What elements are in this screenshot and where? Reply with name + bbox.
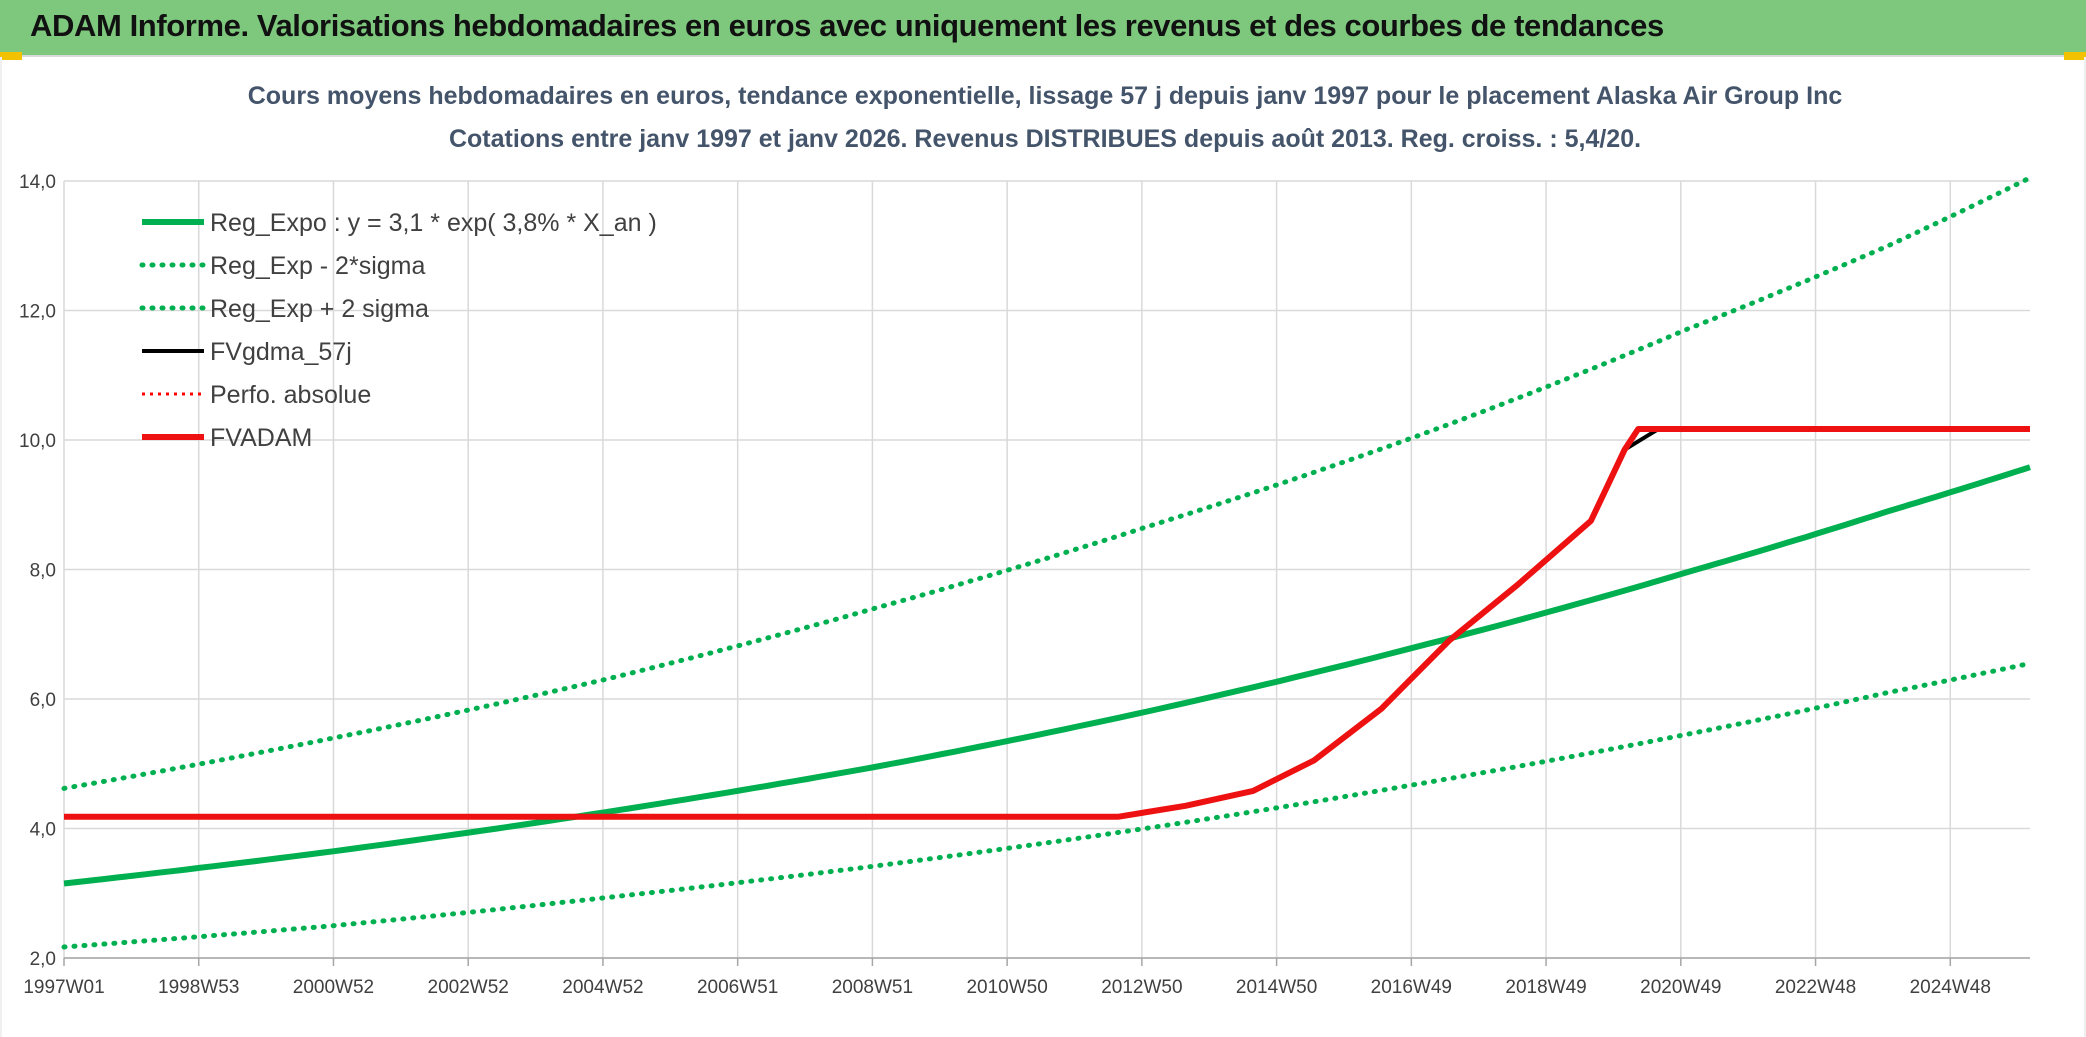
- series-line-1: [61, 660, 2033, 950]
- series-line-4: [64, 427, 2030, 819]
- legend-label-1: Reg_Exp - 2*sigma: [210, 252, 425, 280]
- x-tick-label: 2006W51: [697, 977, 778, 998]
- chart-title: Cours moyens hebdomadaires en euros, ten…: [248, 82, 1843, 110]
- chart-subtitle: Cotations entre janv 1997 et janv 2026. …: [449, 125, 1641, 153]
- y-tick-label: 14,0: [19, 172, 56, 193]
- x-tick-label: 1997W01: [23, 977, 104, 998]
- series-line-0: [63, 464, 2031, 887]
- legend-label-2: Reg_Exp + 2 sigma: [210, 295, 429, 323]
- x-tick-label: 2004W52: [562, 977, 643, 998]
- x-tick-label: 2020W49: [1640, 977, 1721, 998]
- corner-marker-right: [2064, 52, 2086, 60]
- x-tick-label: 2002W52: [428, 977, 509, 998]
- series-group: [61, 175, 2033, 950]
- series-line-2: [61, 175, 2033, 791]
- x-tick-label: 2022W48: [1775, 977, 1856, 998]
- legend-label-4: Perfo. absolue: [210, 381, 371, 409]
- y-tick-label: 8,0: [30, 561, 56, 582]
- x-tick-label: 2010W50: [966, 977, 1047, 998]
- y-tick-label: 4,0: [30, 820, 56, 841]
- series-line-5: [64, 426, 2030, 820]
- y-tick-label: 6,0: [30, 690, 56, 711]
- x-tick-label: 2016W49: [1371, 977, 1452, 998]
- series-line-3: [64, 427, 2030, 819]
- x-tick-label: 2018W49: [1505, 977, 1586, 998]
- report-title: ADAM Informe. Valorisations hebdomadaire…: [30, 8, 1664, 43]
- legend-label-3: FVgdma_57j: [210, 338, 352, 366]
- line-chart: Cours moyens hebdomadaires en euros, ten…: [19, 82, 2033, 998]
- legend-label-0: Reg_Expo : y = 3,1 * exp( 3,8% * X_an ): [210, 209, 657, 237]
- x-tick-label: 2014W50: [1236, 977, 1317, 998]
- y-tick-label: 10,0: [19, 431, 56, 452]
- corner-marker-left: [0, 52, 22, 60]
- y-tick-label: 2,0: [30, 949, 56, 970]
- x-tick-label: 2024W48: [1910, 977, 1991, 998]
- x-tick-label: 1998W53: [158, 977, 239, 998]
- x-tick-label: 2000W52: [293, 977, 374, 998]
- x-tick-label: 2008W51: [832, 977, 913, 998]
- legend-label-5: FVADAM: [210, 424, 312, 452]
- y-tick-label: 12,0: [19, 302, 56, 323]
- chart-area: Cours moyens hebdomadaires en euros, ten…: [0, 57, 2086, 1037]
- legend: Reg_Expo : y = 3,1 * exp( 3,8% * X_an ) R…: [139, 209, 657, 452]
- report-header: ADAM Informe. Valorisations hebdomadaire…: [0, 0, 2086, 57]
- x-tick-label: 2012W50: [1101, 977, 1182, 998]
- axes: 2,0 4,0 6,0 8,0 10,0 12,0 14,0 1997W01 1998W53 20…: [19, 172, 2030, 998]
